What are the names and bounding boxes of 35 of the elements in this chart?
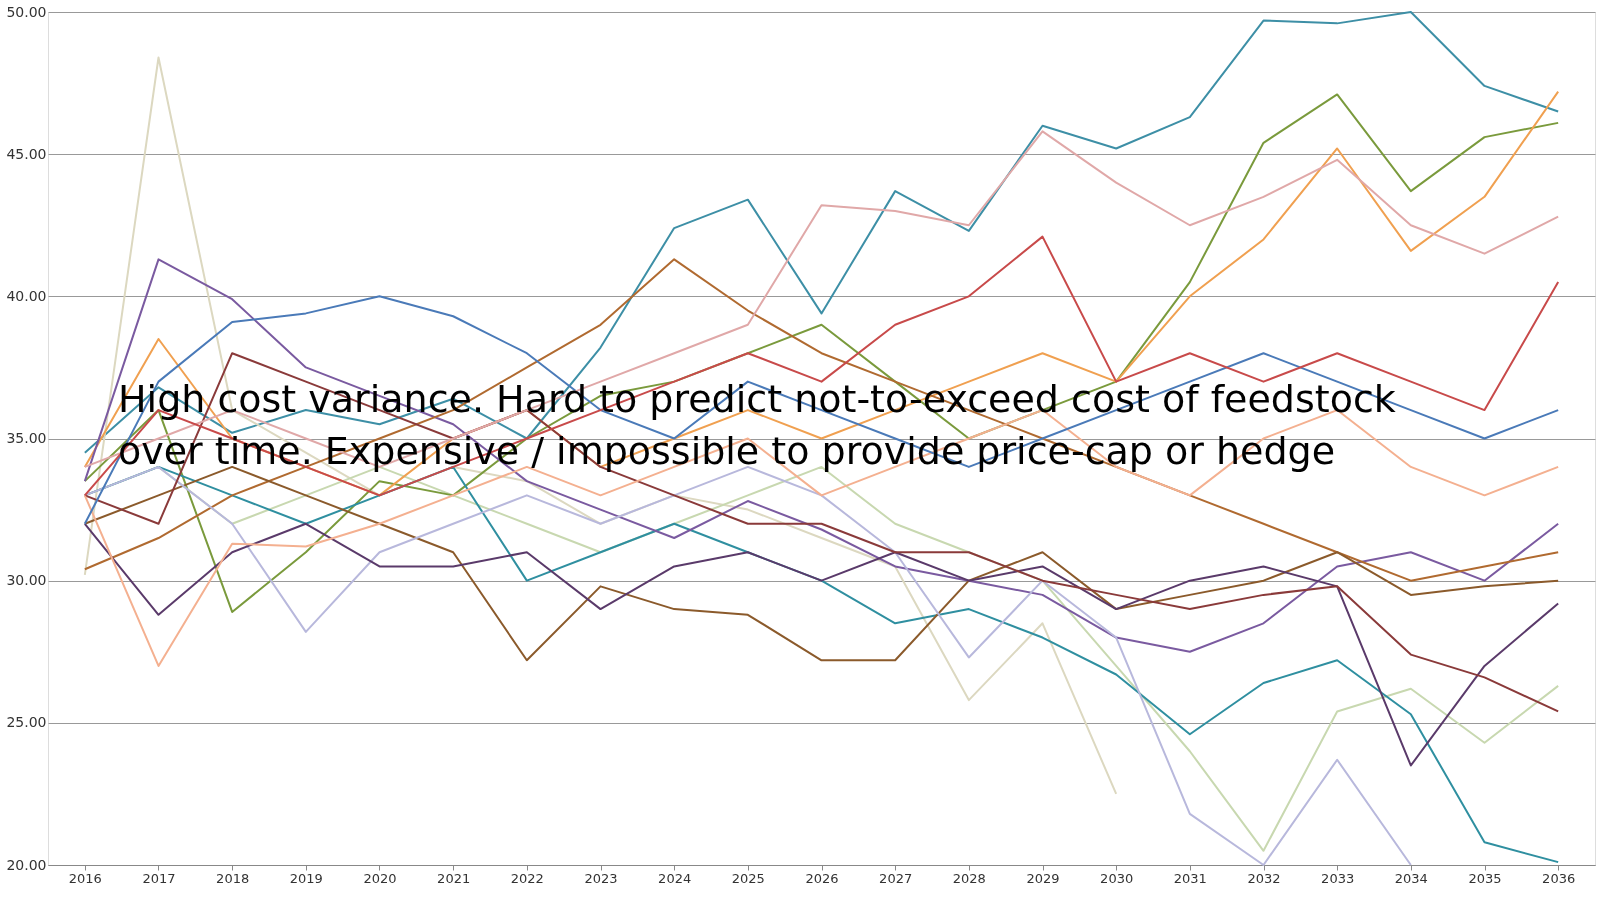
line-series (83, 352, 1560, 713)
x-tick-label: 2016 (68, 870, 102, 886)
x-tick-label: 2027 (879, 870, 913, 886)
y-tick-label: 35.00 (6, 430, 47, 446)
x-tick-label: 2026 (805, 870, 839, 886)
line-series (83, 295, 1560, 525)
x-tick-label: 2035 (1468, 870, 1502, 886)
line-series (83, 235, 1560, 497)
line-series (83, 258, 1560, 582)
y-tick-label: 50.00 (6, 3, 47, 20)
x-tick-label: 2036 (1542, 870, 1576, 886)
x-tick-label: 2028 (952, 870, 986, 886)
x-tick-label: 2034 (1394, 870, 1428, 886)
x-tick-label: 2029 (1026, 870, 1060, 886)
x-tick-label: 2020 (363, 870, 397, 886)
line-series (83, 258, 1560, 653)
x-tick-label: 2025 (731, 870, 765, 886)
y-tick-label: 45.00 (6, 145, 47, 162)
x-tick-label: 2019 (289, 870, 323, 886)
x-tick-label: 2023 (584, 870, 618, 886)
x-tick-label: 2033 (1321, 870, 1355, 886)
x-tick-label: 2022 (510, 870, 544, 886)
y-tick-label: 20.00 (6, 856, 47, 873)
x-tick-label: 2030 (1100, 870, 1134, 886)
x-tick-label: 2021 (437, 870, 471, 886)
x-tick-label: 2032 (1247, 870, 1281, 886)
line-series (83, 93, 1560, 613)
y-tick-label: 25.00 (6, 714, 47, 731)
x-tick-label: 2024 (658, 870, 692, 886)
line-series (83, 522, 1560, 767)
x-tick-label: 2017 (142, 870, 176, 886)
x-tick-label: 2018 (216, 870, 250, 886)
y-tick-label: 30.00 (6, 572, 47, 589)
y-tick-label: 40.00 (6, 287, 47, 304)
x-tick-label: 2031 (1173, 870, 1207, 886)
